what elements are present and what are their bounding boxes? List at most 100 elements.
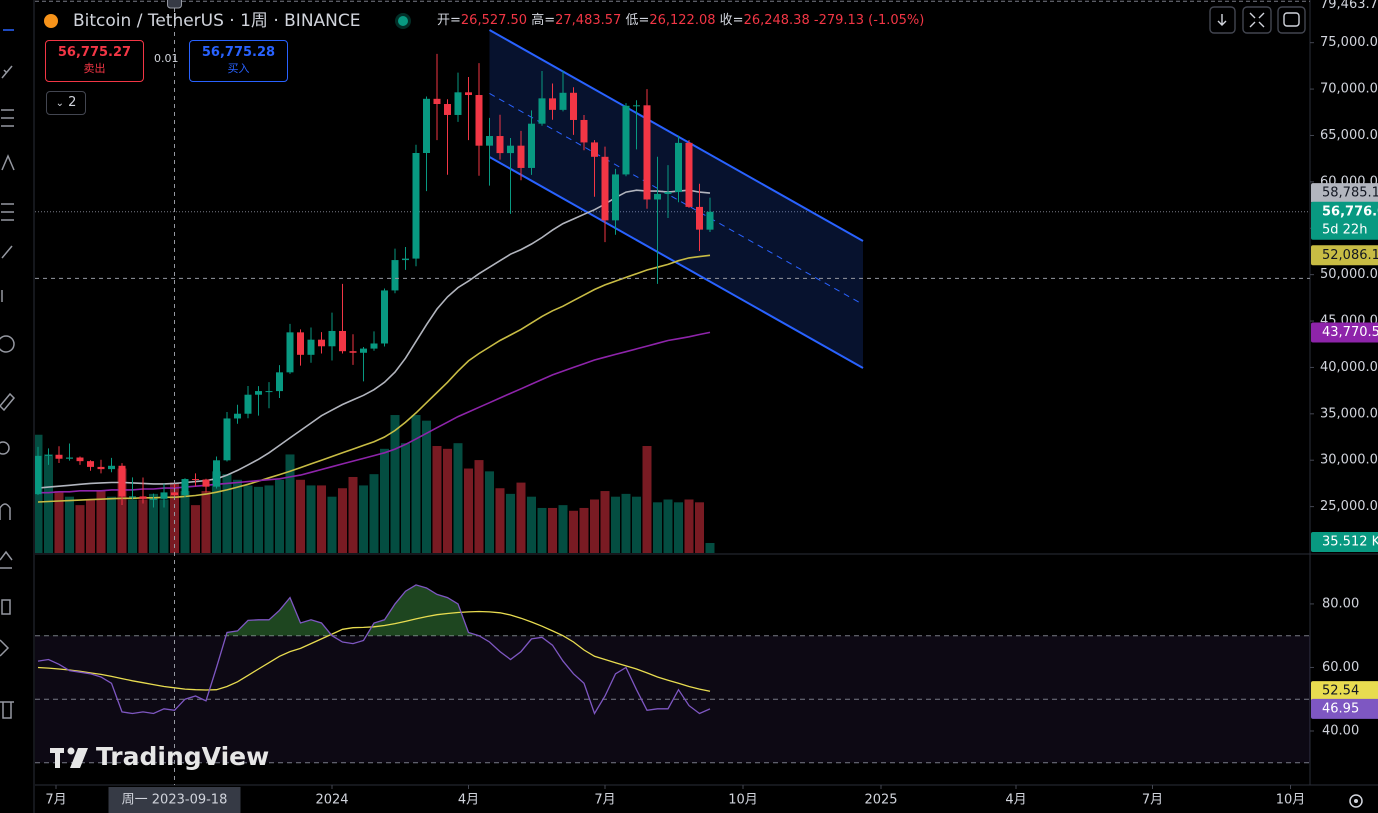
candle-body — [391, 260, 399, 291]
candle-body — [517, 145, 525, 168]
rsi-y-tick-label: 80.00 — [1322, 596, 1359, 611]
crosshair-time-box — [108, 787, 241, 813]
volume-bar — [54, 491, 64, 553]
tool-magnet[interactable] — [0, 503, 11, 520]
x-tick-label: 7月 — [594, 793, 615, 808]
volume-bar — [65, 496, 74, 553]
volume-bar — [44, 454, 53, 553]
volume-bar — [663, 499, 673, 553]
volume-bar — [338, 488, 347, 553]
volume-bar — [611, 496, 620, 553]
candle-body — [171, 492, 178, 496]
tool-fib[interactable] — [1, 203, 14, 221]
symbol-title[interactable]: Bitcoin / TetherUS · 1周 · BINANCE — [73, 11, 361, 31]
rsi-ma-label: 52.54 — [1322, 684, 1359, 699]
volume-bar — [621, 493, 631, 553]
candle-body — [244, 394, 252, 414]
volume-bar — [453, 443, 463, 553]
tool-zoom[interactable] — [0, 441, 10, 455]
y-tick-label: 65,000.0 — [1320, 128, 1378, 143]
volume-bar — [243, 485, 253, 553]
max-label: 79,463.7 — [1320, 0, 1378, 12]
buy-button[interactable]: 56,775.28 买入 — [189, 40, 288, 82]
tool-favorite[interactable] — [0, 639, 10, 657]
tool-emoji[interactable] — [0, 335, 15, 353]
rsi-overbought-fill — [226, 584, 479, 636]
candle-body — [423, 98, 430, 154]
volume-bar — [254, 486, 263, 553]
candle-body — [402, 258, 409, 261]
settings-icon — [1354, 799, 1358, 803]
symbol-icon — [44, 10, 64, 32]
candle-body — [696, 206, 703, 230]
tool-lock[interactable] — [0, 550, 13, 569]
spread: 0.01 — [154, 52, 179, 65]
candle-body — [654, 193, 661, 200]
volume-bar — [222, 474, 232, 553]
candle-body — [591, 142, 598, 157]
volume-bar — [380, 448, 389, 553]
candle-body — [97, 466, 105, 470]
volume-bar — [569, 510, 578, 553]
indicators-toggle[interactable]: ⌄ 2 — [46, 91, 86, 115]
scroll-icon — [1217, 14, 1227, 26]
price-pane — [35, 0, 1310, 553]
candle-body — [307, 339, 315, 355]
candle-body — [706, 211, 714, 230]
candle-body — [549, 98, 556, 110]
volume-bar — [632, 496, 641, 553]
tool-brush[interactable] — [1, 245, 13, 259]
x-tick-label: 2024 — [315, 793, 348, 808]
rsi-y-tick-label: 40.00 — [1322, 723, 1359, 738]
volume-last-label: 35.512 K — [1322, 535, 1378, 550]
chevron: ⌄ — [55, 98, 64, 109]
candle-body — [664, 192, 672, 194]
y-tick-label: 30,000.0 — [1320, 453, 1378, 468]
x-tick-label: 10月 — [728, 793, 758, 808]
candle-body — [318, 339, 325, 347]
y-tick-label: 35,000.0 — [1320, 406, 1378, 421]
volume-bar — [390, 415, 400, 553]
settings-button[interactable] — [1349, 794, 1363, 808]
fullscreen-button[interactable] — [1242, 6, 1272, 34]
candle-body — [202, 479, 210, 487]
volume-bar — [600, 491, 610, 553]
last-price-label: 56,776.0 — [1322, 204, 1378, 219]
candle-body — [339, 330, 346, 352]
volume-bar — [422, 420, 431, 553]
volume-bar — [411, 415, 421, 553]
change: -279.13 (-1.05%) — [813, 13, 925, 28]
volume-bar — [684, 499, 694, 553]
left-toolbar — [0, 29, 16, 719]
volume-bar — [170, 482, 179, 553]
x-tick-label: 10月 — [1276, 793, 1306, 808]
volume-bar — [317, 485, 326, 553]
buy-price: 56,775.28 — [201, 45, 276, 60]
ma-last-label-box — [1311, 322, 1378, 343]
volume-bar — [75, 505, 85, 553]
candle-body — [465, 92, 472, 96]
volume-bar — [527, 496, 536, 553]
sell-price: 56,775.27 — [57, 45, 132, 60]
screenshot-button[interactable] — [1277, 6, 1306, 34]
candle-body — [276, 372, 283, 392]
ma-last-label: 52,086.1 — [1322, 248, 1378, 263]
indicator-count: 2 — [68, 95, 77, 110]
y-tick-label: 75,000.0 — [1320, 35, 1378, 50]
tool-hide[interactable] — [1, 599, 11, 615]
tool-lines[interactable] — [1, 109, 14, 127]
tool-pattern[interactable] — [1, 154, 15, 171]
scroll-button[interactable] — [1209, 6, 1236, 34]
tool-trend[interactable] — [1, 65, 13, 79]
tool-ruler[interactable] — [0, 392, 16, 412]
candle-body — [475, 95, 483, 146]
rsi-line — [37, 584, 711, 716]
sell-button[interactable]: 56,775.27 卖出 — [45, 40, 144, 82]
channel-mid — [489, 93, 864, 305]
volume-bar — [159, 499, 169, 553]
market-status — [398, 10, 414, 32]
candle-body — [507, 145, 514, 154]
volume-bar — [86, 499, 95, 553]
tool-trash[interactable] — [0, 701, 14, 719]
